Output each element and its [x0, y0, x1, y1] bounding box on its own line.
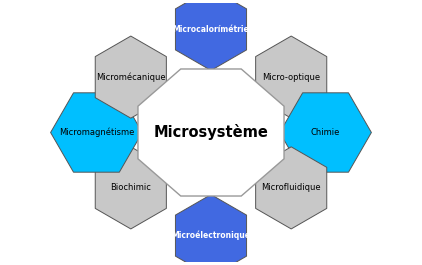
- Polygon shape: [138, 69, 284, 196]
- Text: Microsystème: Microsystème: [154, 125, 268, 140]
- Text: Chimie: Chimie: [311, 128, 340, 137]
- Text: Micro-optique: Micro-optique: [262, 73, 320, 82]
- Text: Biochimic: Biochimic: [111, 183, 151, 192]
- Text: Micromécanique: Micromécanique: [96, 72, 165, 82]
- Polygon shape: [176, 195, 246, 265]
- Text: Microcalorímétrie: Microcalorímétrie: [173, 25, 249, 34]
- Text: Micromagnétisme: Micromagnétisme: [59, 128, 134, 137]
- Polygon shape: [256, 36, 327, 118]
- Text: Microfluidique: Microfluidique: [261, 183, 321, 192]
- Polygon shape: [176, 0, 246, 70]
- Polygon shape: [256, 147, 327, 229]
- Polygon shape: [51, 93, 142, 172]
- Text: Microélectronique: Microélectronique: [171, 231, 251, 240]
- Polygon shape: [95, 36, 166, 118]
- Polygon shape: [95, 147, 166, 229]
- Polygon shape: [280, 93, 371, 172]
